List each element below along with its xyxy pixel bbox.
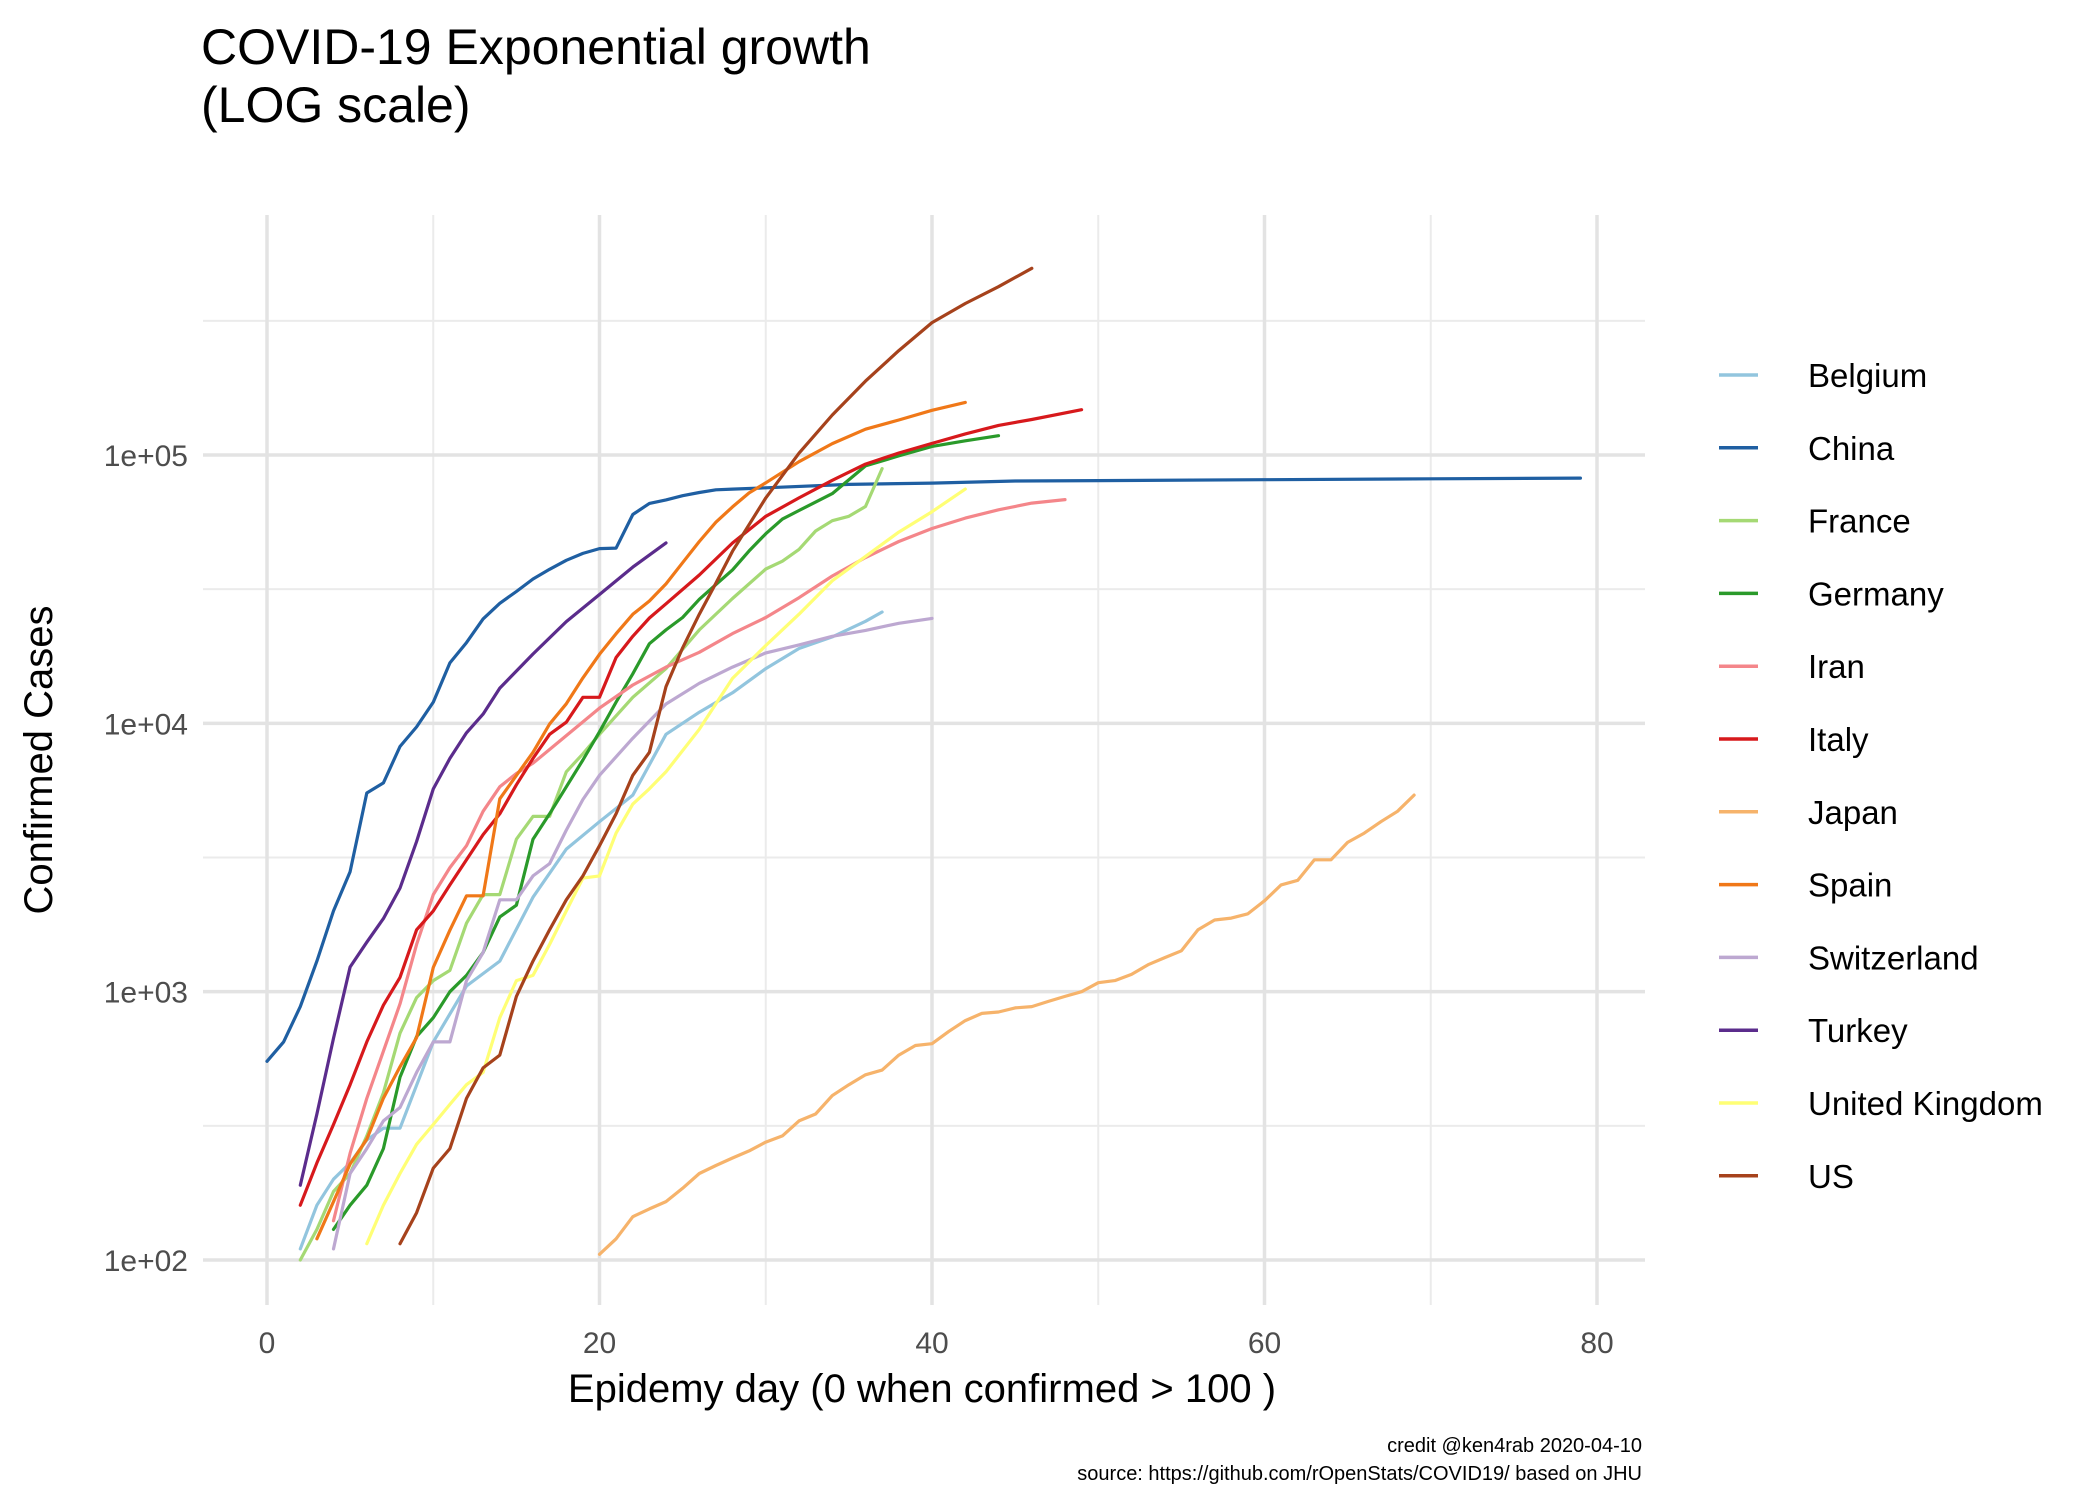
caption: credit @ken4rab 2020-04-10 source: https… (1077, 1432, 1642, 1488)
series-line-china (265, 476, 1583, 1063)
x-tick-label: 60 (1248, 1327, 1281, 1360)
legend-label-us: US (1808, 1158, 1854, 1195)
chart-title: COVID-19 Exponential growth (LOG scale) (201, 18, 871, 134)
legend-label-italy: Italy (1808, 721, 1869, 758)
legend-label-japan: Japan (1808, 794, 1898, 831)
legend-label-united-kingdom: United Kingdom (1808, 1085, 2043, 1122)
series-lines (265, 266, 1583, 1262)
legend-label-switzerland: Switzerland (1808, 939, 1979, 976)
x-tick-label: 0 (259, 1327, 276, 1360)
legend-label-france: France (1808, 503, 1911, 540)
y-tick-label: 1e+03 (104, 977, 188, 1010)
legend-label-belgium: Belgium (1808, 357, 1927, 394)
series-line-turkey (298, 541, 668, 1187)
series-line-switzerland (331, 616, 934, 1251)
legend-label-spain: Spain (1808, 867, 1892, 904)
caption-source: source: https://github.com/rOpenStats/CO… (1077, 1463, 1642, 1485)
legend-label-turkey: Turkey (1808, 1012, 1908, 1049)
y-tick-label: 1e+05 (104, 440, 188, 473)
x-tick-label: 20 (583, 1327, 616, 1360)
y-axis-ticks: 1e+02 1e+03 1e+04 1e+05 (104, 440, 188, 1278)
legend-label-china: China (1808, 430, 1895, 467)
y-axis-title: Confirmed Cases (17, 605, 61, 914)
y-tick-label: 1e+02 (104, 1245, 188, 1278)
legend-label-iran: Iran (1808, 648, 1865, 685)
x-axis-ticks: 0 20 40 60 80 (259, 1327, 1614, 1360)
legend-label-germany: Germany (1808, 575, 1944, 612)
y-tick-label: 1e+04 (104, 708, 188, 741)
series-line-iran (331, 498, 1067, 1223)
x-axis-title: Epidemy day (0 when confirmed > 100 ) (568, 1367, 1276, 1411)
legend: Belgium China France Germany Iran Italy Japan S… (1719, 357, 2043, 1195)
series-line-italy (298, 408, 1084, 1207)
series-line-united-kingdom (365, 487, 967, 1246)
chart-title-line-1: COVID-19 Exponential growth (201, 19, 871, 75)
series-line-belgium (298, 610, 884, 1251)
series-line-germany (331, 434, 1001, 1232)
x-tick-label: 80 (1580, 1327, 1613, 1360)
series-line-france (298, 467, 884, 1262)
grid (203, 215, 1645, 1305)
x-tick-label: 40 (915, 1327, 948, 1360)
series-line-japan (597, 793, 1416, 1256)
chart-title-line-2: (LOG scale) (201, 77, 471, 133)
series-line-spain (315, 400, 967, 1241)
caption-credit: credit @ken4rab 2020-04-10 (1387, 1435, 1642, 1457)
series-line-us (398, 266, 1034, 1246)
